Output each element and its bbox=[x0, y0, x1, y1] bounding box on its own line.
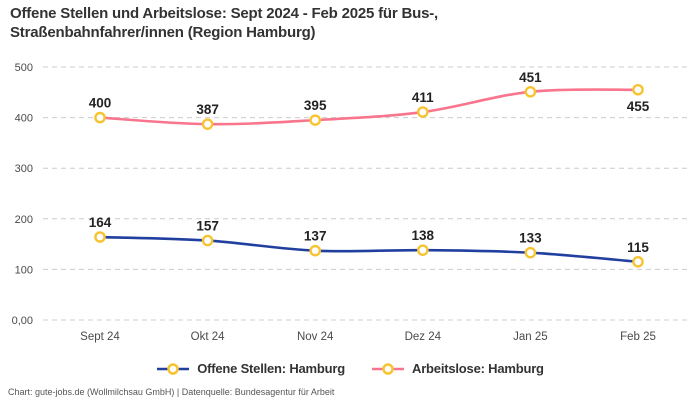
legend-item-offene-stellen[interactable]: Offene Stellen: Hamburg bbox=[156, 361, 345, 376]
chart-footer: Chart: gute-jobs.de (Wollmilchsau GmbH) … bbox=[8, 387, 335, 397]
data-point-label: 133 bbox=[519, 231, 542, 246]
data-point-marker[interactable] bbox=[309, 244, 322, 257]
data-point-marker[interactable] bbox=[416, 106, 429, 118]
data-point-marker[interactable] bbox=[632, 256, 644, 268]
data-point-marker[interactable] bbox=[524, 246, 537, 259]
data-point-label: 138 bbox=[412, 228, 435, 243]
y-axis-tick-label: 400 bbox=[15, 113, 33, 125]
data-point-label: 164 bbox=[89, 215, 112, 230]
data-point-marker[interactable] bbox=[201, 234, 214, 247]
data-point-label: 455 bbox=[627, 99, 650, 114]
y-axis-tick-label: 300 bbox=[15, 163, 33, 175]
line-marker-icon bbox=[156, 362, 190, 375]
y-axis-tick-label: 200 bbox=[15, 214, 33, 226]
legend-label: Offene Stellen: Hamburg bbox=[197, 361, 345, 376]
data-point-label: 451 bbox=[519, 70, 542, 85]
legend-label: Arbeitslose: Hamburg bbox=[412, 361, 544, 376]
data-point-marker[interactable] bbox=[94, 231, 106, 243]
x-axis-tick-label: Dez 24 bbox=[405, 331, 442, 343]
data-point-marker[interactable] bbox=[201, 118, 214, 130]
y-axis-tick-label: 100 bbox=[15, 264, 33, 276]
x-axis-tick-label: Nov 24 bbox=[297, 331, 334, 343]
x-axis-tick-label: Okt 24 bbox=[191, 331, 225, 343]
chart-title: Offene Stellen und Arbeitslose: Sept 202… bbox=[10, 5, 438, 42]
series-line bbox=[98, 235, 640, 264]
y-axis-tick-label: 0,00 bbox=[12, 315, 33, 327]
y-axis-tick-label: 500 bbox=[15, 62, 33, 74]
data-point-marker[interactable] bbox=[309, 114, 322, 126]
data-point-marker[interactable] bbox=[416, 244, 429, 256]
data-point-label: 395 bbox=[304, 98, 327, 113]
data-point-label: 115 bbox=[627, 240, 649, 255]
x-axis-tick-label: Jan 25 bbox=[513, 331, 548, 343]
series-line bbox=[98, 88, 640, 126]
data-point-marker[interactable] bbox=[94, 111, 106, 124]
legend: Offene Stellen: Hamburg Arbeitslose: Ham… bbox=[0, 361, 700, 376]
line-marker-icon bbox=[371, 362, 405, 375]
data-point-label: 411 bbox=[412, 90, 434, 105]
x-axis-tick-label: Feb 25 bbox=[620, 331, 656, 343]
legend-item-arbeitslose[interactable]: Arbeitslose: Hamburg bbox=[371, 361, 544, 376]
data-point-label: 387 bbox=[196, 102, 219, 117]
x-axis-tick-label: Sept 24 bbox=[80, 331, 120, 343]
data-point-label: 157 bbox=[196, 219, 219, 234]
data-point-label: 137 bbox=[304, 229, 327, 244]
data-point-marker[interactable] bbox=[524, 85, 537, 98]
data-point-marker[interactable] bbox=[632, 83, 644, 96]
data-point-label: 400 bbox=[89, 96, 112, 111]
